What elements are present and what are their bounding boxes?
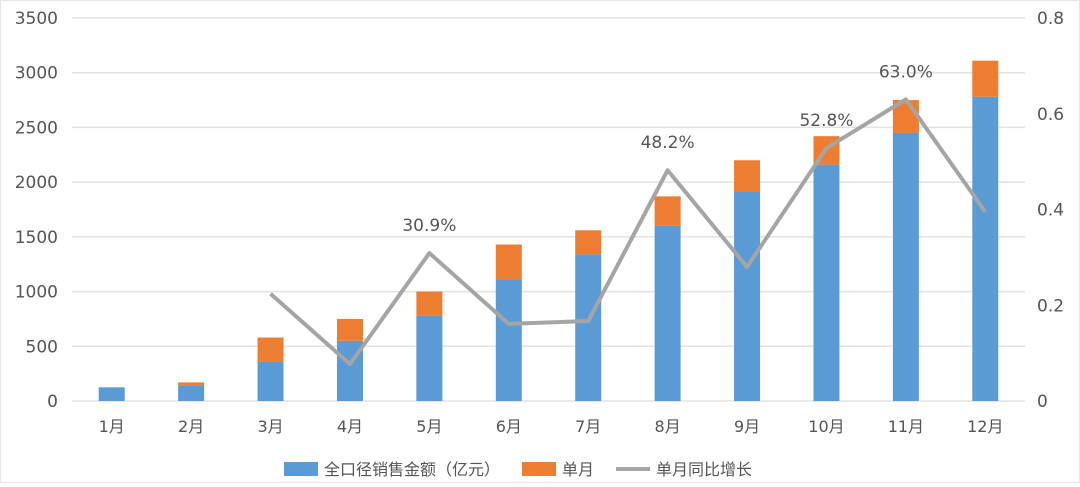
bar-total-sales — [972, 97, 998, 401]
right-axis-tick: 0.6 — [1037, 105, 1064, 125]
left-axis-tick: 3000 — [15, 64, 58, 84]
data-label: 30.9% — [402, 216, 456, 236]
legend-swatch — [522, 462, 556, 476]
bar-total-sales — [99, 387, 125, 401]
legend-entry: 单月 — [562, 460, 594, 479]
data-label: 63.0% — [879, 62, 933, 82]
x-axis-tick: 11月 — [888, 417, 924, 436]
right-axis-tick: 0 — [1037, 392, 1048, 412]
bar-total-sales — [734, 192, 760, 401]
left-axis-tick: 500 — [26, 337, 58, 357]
bar-monthly — [178, 382, 204, 385]
x-axis-tick: 9月 — [734, 417, 760, 436]
legend-entry: 单月同比增长 — [656, 460, 752, 479]
legend-entry: 全口径销售金额（亿元） — [324, 460, 500, 479]
bar-total-sales — [575, 254, 601, 401]
bar-total-sales — [258, 362, 284, 401]
data-label: 52.8% — [799, 111, 853, 131]
x-axis-tick: 5月 — [416, 417, 442, 436]
bar-monthly — [734, 160, 760, 192]
left-axis-tick: 2000 — [15, 173, 58, 193]
right-axis-tick: 0.2 — [1037, 296, 1064, 316]
bar-total-sales — [178, 385, 204, 401]
x-axis-tick: 7月 — [575, 417, 601, 436]
x-axis-tick: 2月 — [178, 417, 204, 436]
bar-monthly — [337, 319, 363, 341]
x-axis-tick: 10月 — [808, 417, 844, 436]
bar-monthly — [655, 196, 681, 226]
right-axis-tick: 0.4 — [1037, 201, 1064, 221]
left-axis-tick: 2500 — [15, 118, 58, 138]
x-axis-tick: 1月 — [99, 417, 125, 436]
bar-monthly — [972, 61, 998, 97]
bar-monthly — [575, 230, 601, 254]
left-axis-tick: 1500 — [15, 228, 58, 248]
legend-swatch — [284, 462, 318, 476]
bar-total-sales — [416, 316, 442, 401]
right-axis-tick: 0.8 — [1037, 9, 1064, 29]
bar-total-sales — [496, 280, 522, 401]
left-axis-tick: 1000 — [15, 283, 58, 303]
line-yoy-growth — [271, 99, 986, 364]
bar-monthly — [496, 245, 522, 280]
bar-total-sales — [893, 133, 919, 401]
left-axis-tick: 3500 — [15, 9, 58, 29]
data-label: 48.2% — [641, 133, 695, 153]
bar-total-sales — [813, 165, 839, 401]
x-axis-tick: 12月 — [967, 417, 1003, 436]
bar-monthly — [258, 338, 284, 362]
x-axis-tick: 6月 — [496, 417, 522, 436]
x-axis-tick: 4月 — [337, 417, 363, 436]
bar-total-sales — [655, 226, 681, 401]
x-axis-tick: 3月 — [257, 417, 283, 436]
left-axis-tick: 0 — [47, 392, 58, 412]
x-axis-tick: 8月 — [655, 417, 681, 436]
bar-monthly — [416, 292, 442, 316]
